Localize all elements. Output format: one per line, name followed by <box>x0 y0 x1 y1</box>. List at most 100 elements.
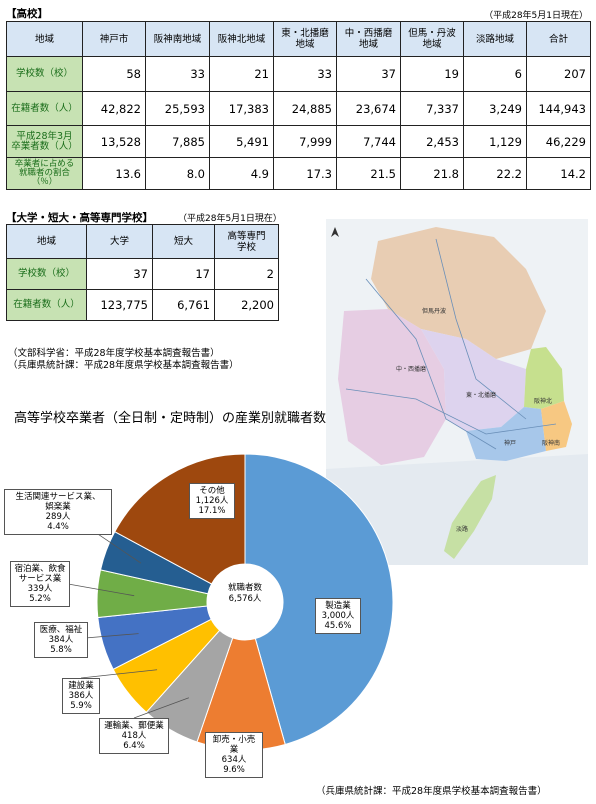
slice-callout: 生活関連サービス業、 娯楽業 289人 4.4% <box>4 489 112 535</box>
slice-percent-label: 45.6% <box>324 621 352 631</box>
table-cell: 19 <box>400 56 464 92</box>
slice-name-label: 生活関連サービス業、 娯楽業 <box>15 492 101 512</box>
table-cell: 14.2 <box>526 157 591 190</box>
slice-callout: 建設業 386人 5.9% <box>62 678 100 714</box>
slice-name-label: 建設業 <box>68 681 94 691</box>
source-note: （文部科学省：平成28年度学校基本調査報告書） （兵庫県統計課：平成28年度県学… <box>8 348 239 372</box>
table-cell: 207 <box>526 56 591 92</box>
map-label-hanshin-kita: 阪神北 <box>534 397 552 405</box>
table-cell: 2 <box>214 258 279 290</box>
row-header: 在籍者数（人） <box>6 91 83 126</box>
slice-name-label: 宿泊業、飲食 サービス業 <box>14 564 66 584</box>
table-cell: 144,943 <box>526 91 591 126</box>
table-cell: 13.6 <box>82 157 146 190</box>
university-table: 地域 大学 短大 高等専門 学校 学校数（校） 37 17 2 在籍者数（人） … <box>6 224 279 321</box>
map-label-tajima: 但馬丹波 <box>422 307 446 315</box>
slice-name-label: その他 <box>199 486 225 496</box>
table-cell: 2,200 <box>214 289 279 321</box>
high-school-table: 地域 神戸市 阪神南地域 阪神北地域 東・北播磨 地域 中・西播磨 地域 但馬・… <box>6 21 591 190</box>
slice-callout: 運輸業、郵便業 418人 6.4% <box>99 718 169 754</box>
header-cell: 但馬・丹波 地域 <box>400 21 464 57</box>
table-cell: 25,593 <box>145 91 210 126</box>
header-cell: 地域 <box>6 21 83 57</box>
slice-value-label: 339人 <box>27 584 53 594</box>
table-cell: 8.0 <box>145 157 210 190</box>
slice-callout: 医療、福祉 384人 5.8% <box>34 622 88 658</box>
table-cell: 33 <box>145 56 210 92</box>
table-cell: 46,229 <box>526 125 591 158</box>
table-cell: 17.3 <box>273 157 337 190</box>
source-line: （文部科学省：平成28年度学校基本調査報告書） <box>8 348 220 359</box>
center-label-text: 就職者数 <box>227 583 262 593</box>
table-cell: 7,744 <box>336 125 401 158</box>
table-row: 学校数（校） 37 17 2 <box>6 258 279 290</box>
row-header: 学校数（校） <box>6 258 87 290</box>
high-school-date-note: （平成28年5月1日現在） <box>484 11 588 21</box>
pie-center-hole <box>207 564 283 640</box>
header-cell: 中・西播磨 地域 <box>336 21 401 57</box>
header-cell: 高等専門 学校 <box>214 224 279 259</box>
table-row: 在籍者数（人） 42,822 25,593 17,383 24,885 23,6… <box>6 91 591 126</box>
slice-name-label: 運輸業、郵便業 <box>104 721 164 731</box>
table-row: 在籍者数（人） 123,775 6,761 2,200 <box>6 289 279 321</box>
table-cell: 123,775 <box>86 289 153 321</box>
row-header: 卒業者に占める 就職者の割合 （％） <box>6 157 83 190</box>
university-section-title: 【大学・短大・高等専門学校】 <box>6 212 153 224</box>
north-arrow-icon <box>331 227 339 237</box>
table-cell: 2,453 <box>400 125 464 158</box>
table-cell: 22.2 <box>463 157 527 190</box>
row-header: 平成28年3月 卒業者数（人） <box>6 125 83 158</box>
university-date-note: （平成28年5月1日現在） <box>178 214 282 224</box>
map-label-kobe: 神戸 <box>504 439 516 447</box>
map-label-hanshin-minami: 阪神南 <box>542 439 560 447</box>
header-cell: 淡路地域 <box>463 21 527 57</box>
leader-line <box>80 669 158 679</box>
slice-value-label: 1,126人 <box>195 496 229 506</box>
slice-callout: 製造業 3,000人 45.6% <box>315 598 361 634</box>
slice-percent-label: 5.2% <box>29 594 51 604</box>
slice-value-label: 3,000人 <box>321 611 355 621</box>
table-cell: 42,822 <box>82 91 146 126</box>
table-cell: 4.9 <box>209 157 274 190</box>
table-cell: 1,129 <box>463 125 527 158</box>
table-cell: 5,491 <box>209 125 274 158</box>
slice-name-label: 卸売・小売業 <box>212 735 256 755</box>
table-cell: 21.8 <box>400 157 464 190</box>
row-header: 学校数（校） <box>6 56 83 92</box>
table-cell: 6 <box>463 56 527 92</box>
map-label-naka-nishi-harima: 中・西播磨 <box>396 365 426 373</box>
header-cell: 阪神北地域 <box>209 21 274 57</box>
slice-value-label: 289人 <box>45 512 71 522</box>
leader-line <box>133 697 189 719</box>
slice-value-label: 386人 <box>68 691 94 701</box>
slice-percent-label: 4.4% <box>47 522 69 532</box>
table-row: 卒業者に占める 就職者の割合 （％） 13.6 8.0 4.9 17.3 21.… <box>6 157 591 190</box>
table-cell: 3,249 <box>463 91 527 126</box>
slice-value-label: 384人 <box>48 635 74 645</box>
table-cell: 7,885 <box>145 125 210 158</box>
header-cell: 短大 <box>152 224 215 259</box>
header-cell: 合計 <box>526 21 591 57</box>
header-cell: 東・北播磨 地域 <box>273 21 337 57</box>
table-cell: 6,761 <box>152 289 215 321</box>
chart-title: 高等学校卒業者（全日制・定時制）の産業別就職者数 <box>14 411 327 426</box>
slice-callout: 卸売・小売業 634人 9.6% <box>205 732 263 778</box>
table-cell: 17 <box>152 258 215 290</box>
table-cell: 24,885 <box>273 91 337 126</box>
high-school-section-title: 【高校】 <box>6 8 48 20</box>
table-cell: 58 <box>82 56 146 92</box>
slice-percent-label: 5.9% <box>70 701 92 711</box>
source-line: （兵庫県統計課：平成28年度県学校基本調査報告書） <box>8 360 239 371</box>
table-cell: 37 <box>86 258 153 290</box>
slice-value-label: 418人 <box>121 731 147 741</box>
table-cell: 21 <box>209 56 274 92</box>
hyogo-region-map: 但馬丹波 中・西播磨 東・北播磨 阪神北 神戸 阪神南 淡路 <box>326 219 588 565</box>
row-header: 在籍者数（人） <box>6 289 87 321</box>
table-cell: 17,383 <box>209 91 274 126</box>
header-cell: 神戸市 <box>82 21 146 57</box>
slice-name-label: 製造業 <box>325 601 351 611</box>
slice-callout: 宿泊業、飲食 サービス業 339人 5.2% <box>10 561 70 607</box>
chart-source-note: （兵庫県統計課：平成28年度県学校基本調査報告書） <box>316 786 547 797</box>
header-cell: 大学 <box>86 224 153 259</box>
pie-center-label: 就職者数 6,576人 <box>213 583 277 605</box>
